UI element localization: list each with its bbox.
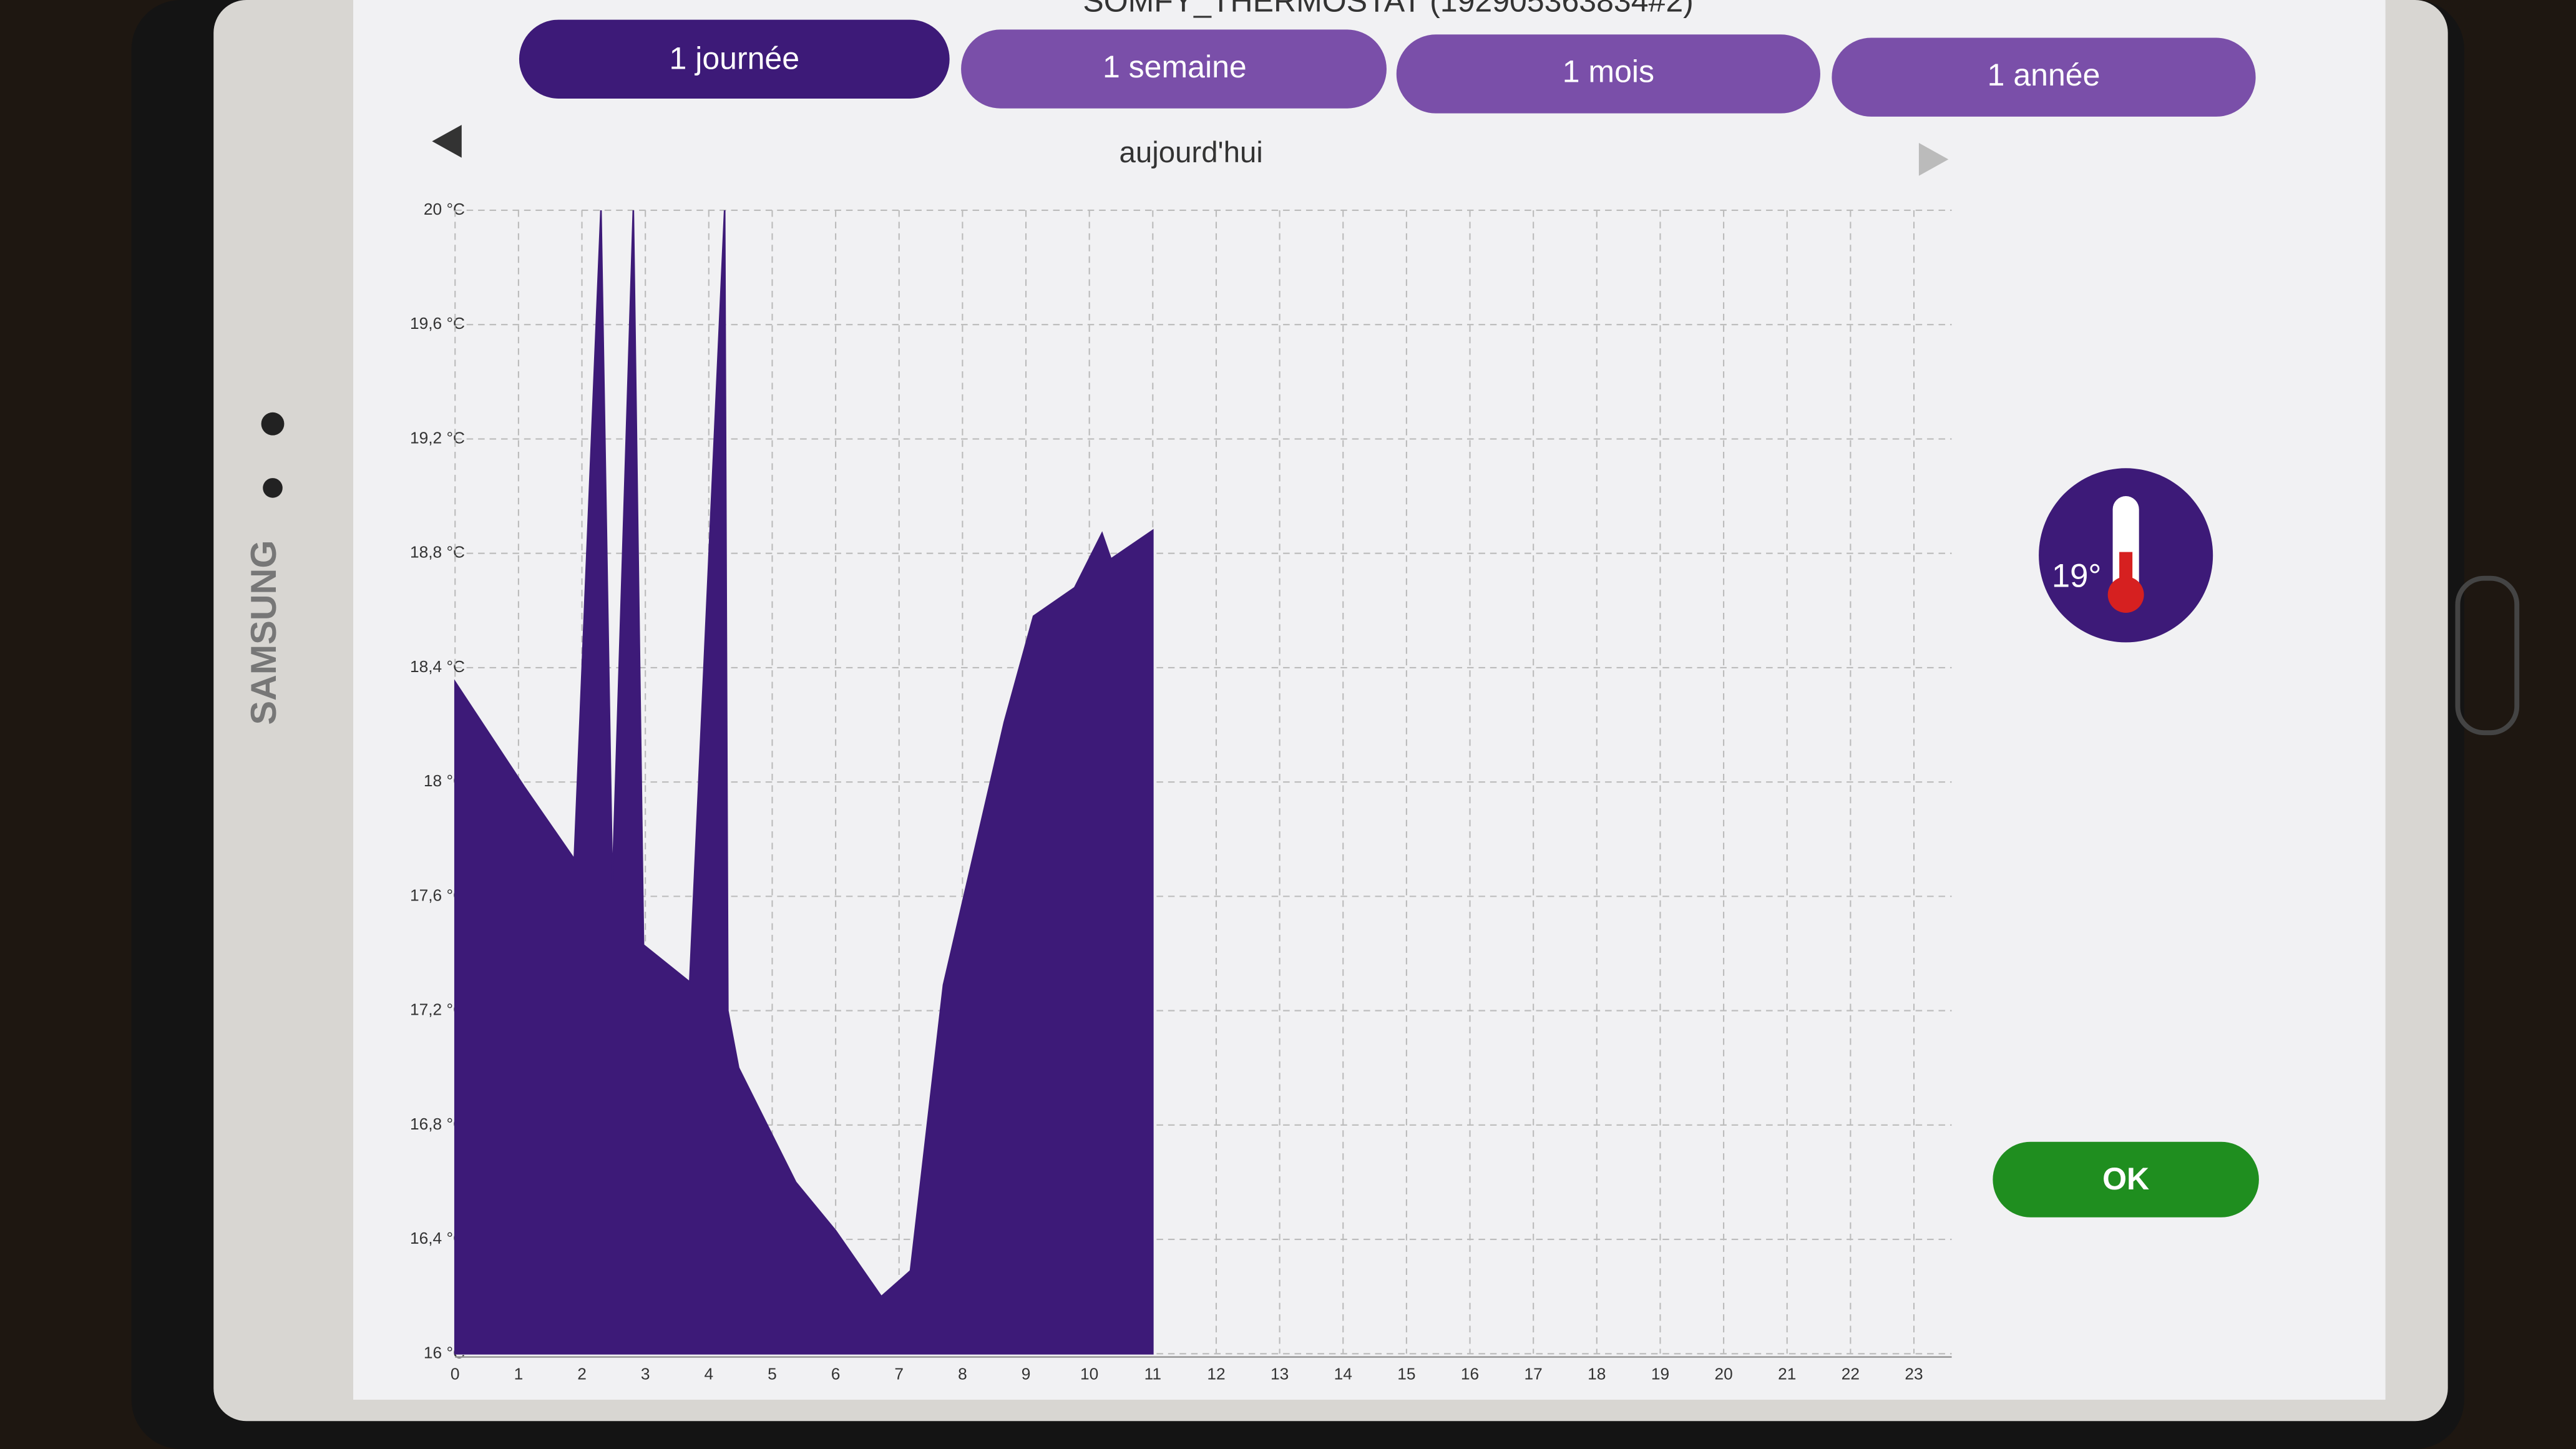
tab-label[interactable]: 1 journée — [670, 41, 800, 76]
thermometer-mercury — [2119, 552, 2133, 592]
x-tick-label: 1 — [514, 1364, 524, 1383]
y-tick-label: 19,6 °C — [410, 314, 465, 333]
x-tick-label: 9 — [1022, 1364, 1031, 1383]
tab-label[interactable]: 1 semaine — [1103, 49, 1247, 84]
x-tick-label: 4 — [704, 1364, 713, 1383]
x-tick-label: 7 — [894, 1364, 904, 1383]
thermometer-bulb — [2107, 577, 2144, 613]
area — [454, 210, 1154, 1355]
x-tick-label: 18 — [1588, 1364, 1606, 1383]
thermostat-reading: 19° — [2052, 558, 2102, 595]
period-label: aujourd'hui — [1120, 136, 1263, 169]
sensor — [261, 412, 285, 436]
tab-button[interactable] — [1832, 37, 2256, 117]
x-tick-label: 13 — [1271, 1364, 1289, 1383]
home-button[interactable] — [2455, 575, 2520, 736]
x-tick-label: 15 — [1397, 1364, 1415, 1383]
x-tick-label: 16 — [1461, 1364, 1479, 1383]
x-tick-label: 12 — [1207, 1364, 1225, 1383]
x-tick-label: 8 — [958, 1364, 967, 1383]
tab-button[interactable] — [961, 29, 1387, 109]
brand: SAMSUNG — [244, 540, 284, 725]
tab-button[interactable] — [519, 19, 950, 99]
y-tick-label: 18,4 °C — [410, 657, 465, 676]
next-arrow[interactable] — [1918, 143, 1949, 176]
y-tick-label: 19,2 °C — [410, 428, 465, 447]
x-tick-label: 20 — [1714, 1364, 1732, 1383]
x-tick-label: 17 — [1525, 1364, 1543, 1383]
camera — [263, 478, 283, 498]
ok-label[interactable]: OK — [2102, 1161, 2149, 1196]
x-tick-label: 14 — [1334, 1364, 1352, 1383]
x-tick-label: 11 — [1144, 1364, 1161, 1383]
prev-arrow[interactable] — [432, 125, 462, 158]
x-tick-label: 6 — [831, 1364, 841, 1383]
x-tick-label: 0 — [451, 1364, 460, 1383]
title: SOMFY_THERMOSTAT (192905363834#2) — [1083, 0, 1694, 18]
tab-label[interactable]: 1 mois — [1563, 54, 1654, 89]
y-tick-label: 20 °C — [424, 200, 465, 218]
x-tick-label: 22 — [1842, 1364, 1860, 1383]
y-tick-label: 18,8 °C — [410, 543, 465, 562]
x-tick-label: 3 — [641, 1364, 650, 1383]
x-tick-label: 19 — [1651, 1364, 1669, 1383]
x-tick-label: 23 — [1905, 1364, 1923, 1383]
tab-button[interactable] — [1396, 34, 1820, 114]
tab-label[interactable]: 1 année — [1988, 57, 2100, 92]
ok-button[interactable] — [1993, 1141, 2259, 1217]
x-tick-label: 5 — [768, 1364, 777, 1383]
x-tick-label: 21 — [1778, 1364, 1796, 1383]
x-tick-label: 2 — [577, 1364, 587, 1383]
x-tick-label: 10 — [1080, 1364, 1098, 1383]
